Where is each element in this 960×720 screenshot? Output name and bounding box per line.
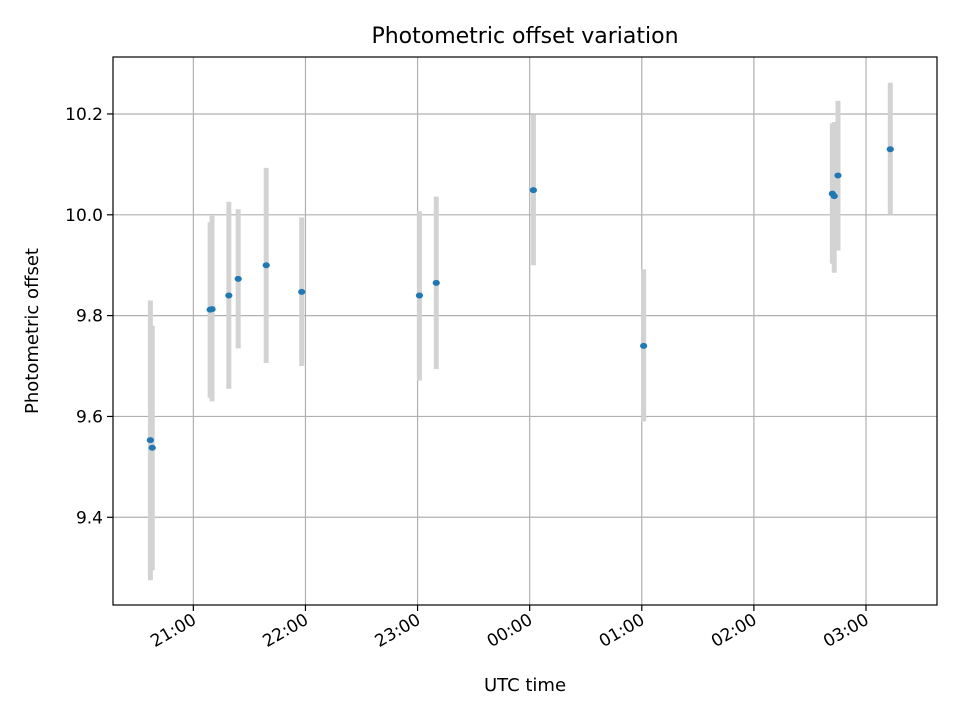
data-point	[234, 275, 242, 282]
y-tick-label: 9.8	[76, 307, 103, 327]
y-tick-label: 9.6	[76, 407, 103, 427]
x-tick-label: 21:00	[147, 610, 199, 652]
plot-background	[113, 57, 937, 605]
data-point	[262, 262, 270, 269]
x-tick-label: 22:00	[260, 610, 312, 652]
data-point	[432, 279, 440, 286]
x-ticks: 21:00 22:00 23:00 00:00 01:00 02:00 03:00	[147, 605, 872, 652]
y-tick-label: 10.0	[65, 206, 103, 226]
x-tick-label: 01:00	[596, 610, 648, 652]
x-tick-label: 02:00	[708, 610, 760, 652]
plot-frame	[112, 56, 938, 606]
chart-title: Photometric offset variation	[371, 24, 678, 49]
y-ticks: 9.4 9.6 9.8 10.0 10.2	[65, 105, 113, 528]
y-tick-label: 10.2	[65, 105, 103, 125]
data-point	[148, 444, 156, 451]
x-axis-label: UTC time	[484, 675, 566, 696]
data-points	[146, 146, 894, 451]
data-point	[886, 146, 894, 153]
data-point	[834, 172, 842, 179]
data-point	[529, 187, 538, 194]
data-point	[225, 292, 233, 299]
data-point	[830, 193, 838, 200]
y-tick-label: 9.4	[76, 508, 103, 528]
data-point	[208, 306, 216, 313]
data-point	[298, 288, 306, 295]
x-tick-label: 23:00	[372, 610, 424, 652]
data-point	[415, 292, 424, 299]
y-axis-label: Photometric offset	[22, 248, 43, 414]
data-point	[640, 342, 648, 349]
x-tick-label: 00:00	[484, 610, 536, 652]
data-point	[146, 437, 154, 444]
x-tick-label: 03:00	[820, 610, 872, 652]
